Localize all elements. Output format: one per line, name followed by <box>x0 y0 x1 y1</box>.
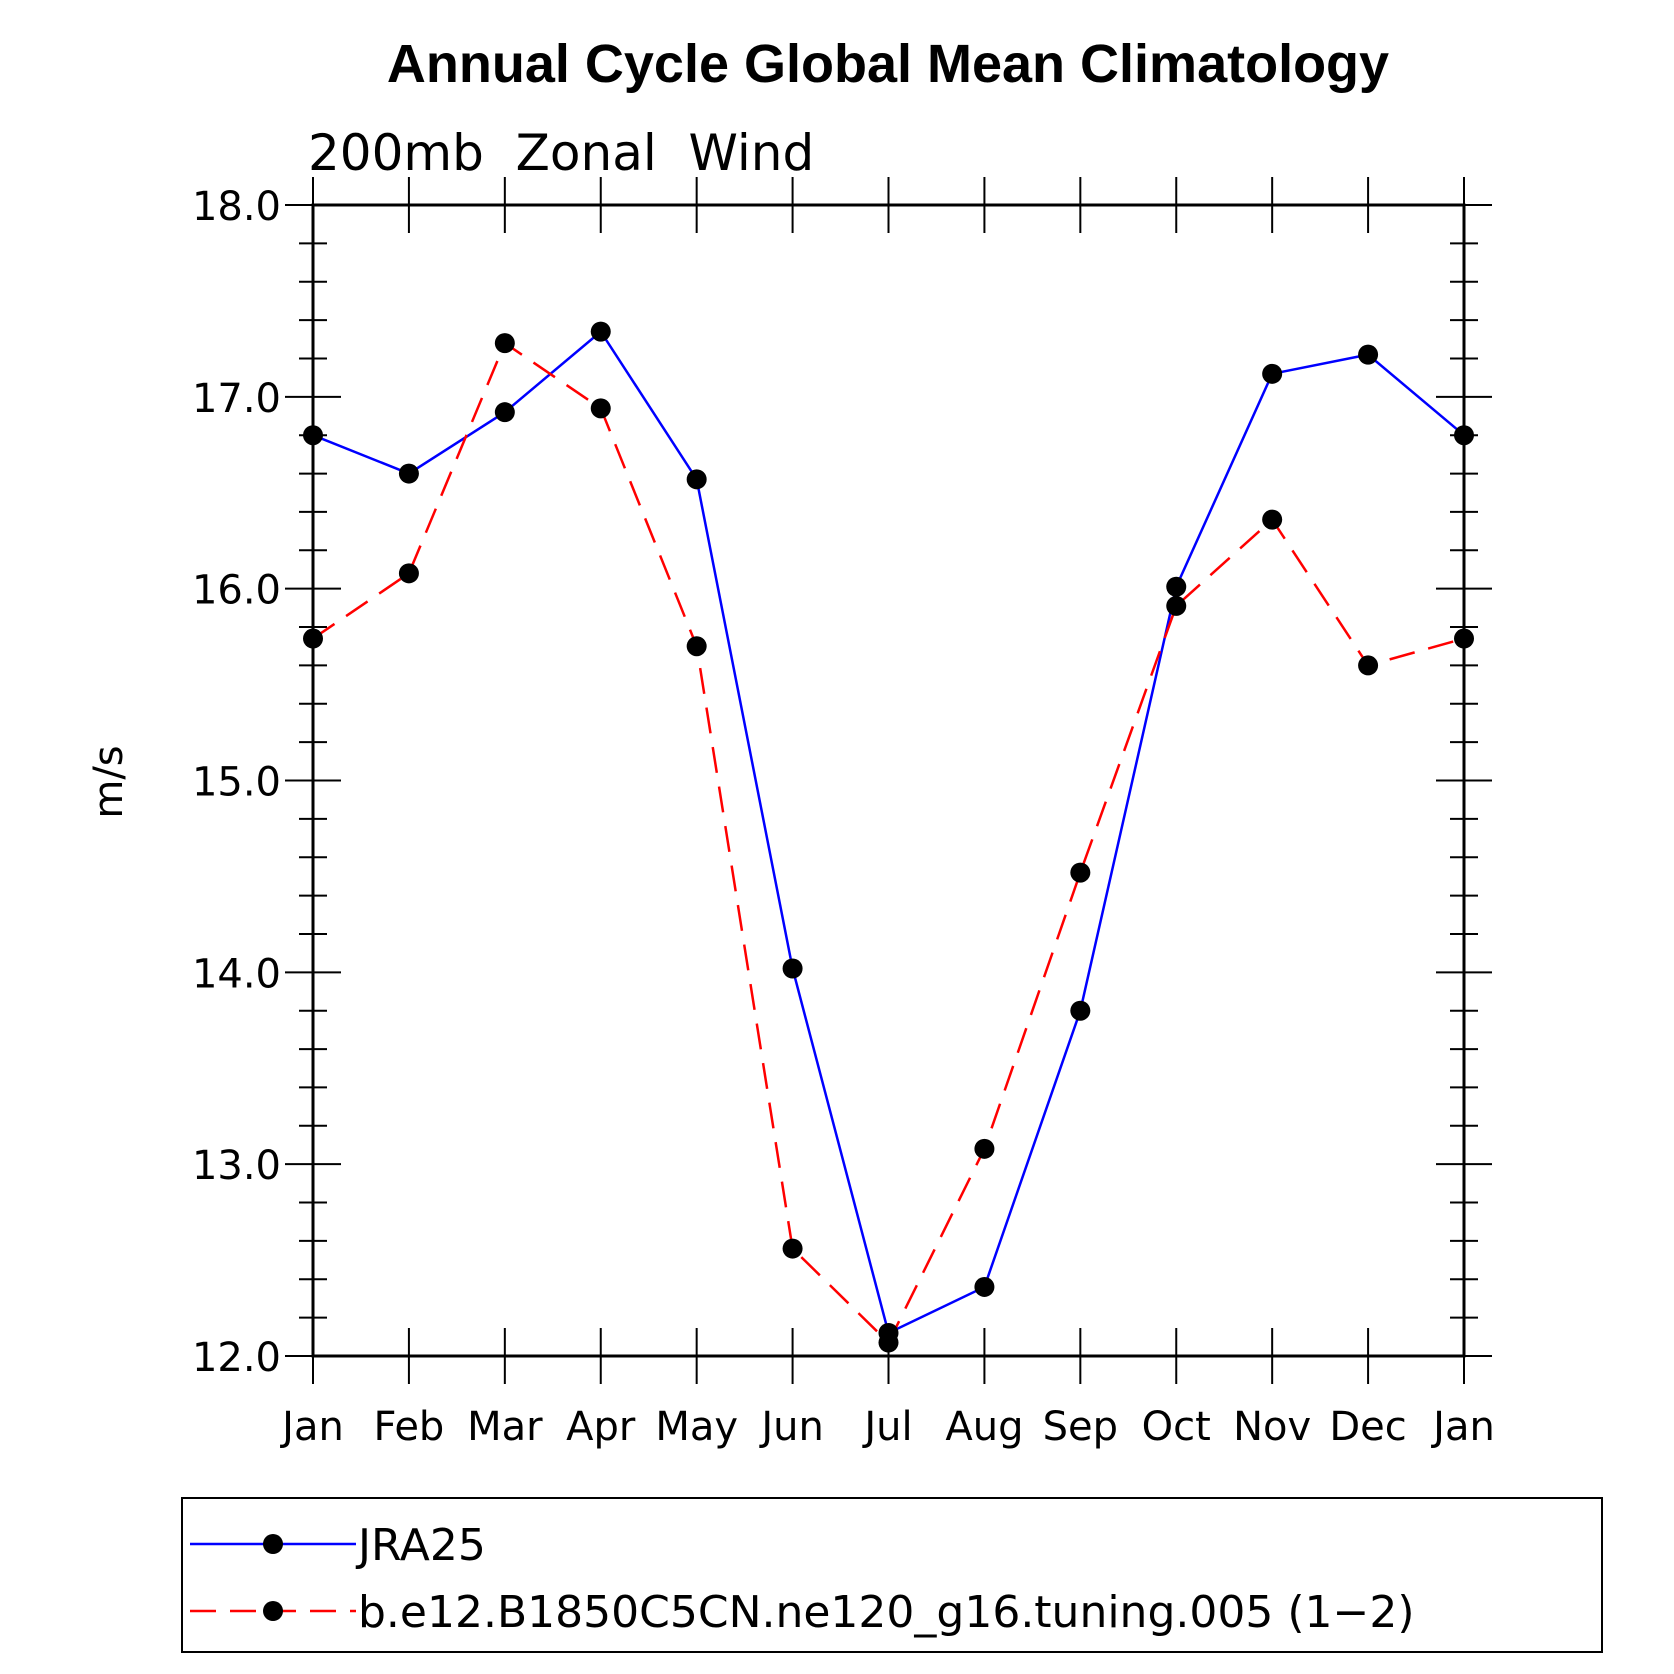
chart-subtitle: 200mb Zonal Wind <box>308 124 814 182</box>
x-tick-label: Feb <box>374 1404 445 1450</box>
plot-frame <box>311 203 1466 1358</box>
series-1-point <box>974 1276 995 1297</box>
series-2-point <box>398 563 419 584</box>
y-tick-label: 13.0 <box>192 1143 281 1189</box>
x-tick-label: Dec <box>1329 1404 1406 1450</box>
series-line-2 <box>312 341 1465 1345</box>
x-tick-label: Apr <box>566 1404 636 1450</box>
y-tick-label: 15.0 <box>192 760 281 806</box>
series-1-point <box>1070 1000 1091 1021</box>
series-1-point <box>494 402 515 423</box>
plot-area: 12.0 13.0 14.0 15.0 16.0 17.0 18.0 Jan Feb Mar Apr… <box>192 177 1495 1450</box>
series-2-point <box>1262 509 1283 530</box>
legend-label-2: b.e12.B1850C5CN.ne120_g16.tuning.005 (1−… <box>358 1587 1415 1638</box>
series-2-point <box>686 636 707 657</box>
y-tick-label: 16.0 <box>192 568 281 614</box>
series-line-1 <box>312 329 1465 1335</box>
series-1-point <box>1358 344 1379 365</box>
chart-title: Annual Cycle Global Mean Climatology <box>387 34 1389 94</box>
series-1-point <box>782 958 803 979</box>
x-tick-label: Jun <box>758 1404 824 1450</box>
series-2-point <box>1070 862 1091 883</box>
y-axis-label: m/s <box>86 745 132 818</box>
series-2-point <box>494 333 515 354</box>
y-tick-label: 14.0 <box>192 951 281 997</box>
x-tick-label: Jan <box>279 1404 344 1450</box>
series-2-point <box>303 628 323 649</box>
series-2-point <box>1358 655 1379 676</box>
x-tick-label: Jan <box>1430 1404 1495 1450</box>
series-2-point <box>590 398 611 419</box>
x-tick-label: May <box>655 1404 738 1450</box>
series-2-point <box>1166 595 1187 616</box>
x-tick-label: Jul <box>861 1404 912 1450</box>
series-1-point <box>1454 425 1474 446</box>
legend: JRA25 b.e12.B1850C5CN.ne120_g16.tuning.00… <box>181 1497 1603 1653</box>
series-1-point <box>686 469 707 490</box>
series-2-point <box>974 1138 995 1159</box>
legend-label-1: JRA25 <box>355 1520 486 1571</box>
series-2-point <box>782 1238 803 1259</box>
x-tick-label: Sep <box>1043 1404 1118 1450</box>
series-1-point <box>1166 576 1187 597</box>
x-tick-label: Nov <box>1233 1404 1311 1450</box>
series-2-point <box>878 1332 899 1353</box>
x-tick-label: Oct <box>1142 1404 1211 1450</box>
series-1-point <box>1262 363 1283 384</box>
series-1-point <box>398 463 419 484</box>
legend-box <box>181 1497 1603 1653</box>
x-tick-label: Mar <box>467 1404 543 1450</box>
y-tick-label: 17.0 <box>192 376 281 422</box>
legend-marker-1 <box>263 1534 283 1554</box>
series-2-point <box>1454 628 1474 649</box>
series-1-point <box>303 425 323 446</box>
series-1-point <box>590 321 611 342</box>
y-tick-label: 12.0 <box>192 1335 281 1381</box>
y-tick-label: 18.0 <box>192 184 281 230</box>
legend-marker-2 <box>263 1601 283 1621</box>
x-tick-label: Aug <box>945 1404 1023 1450</box>
